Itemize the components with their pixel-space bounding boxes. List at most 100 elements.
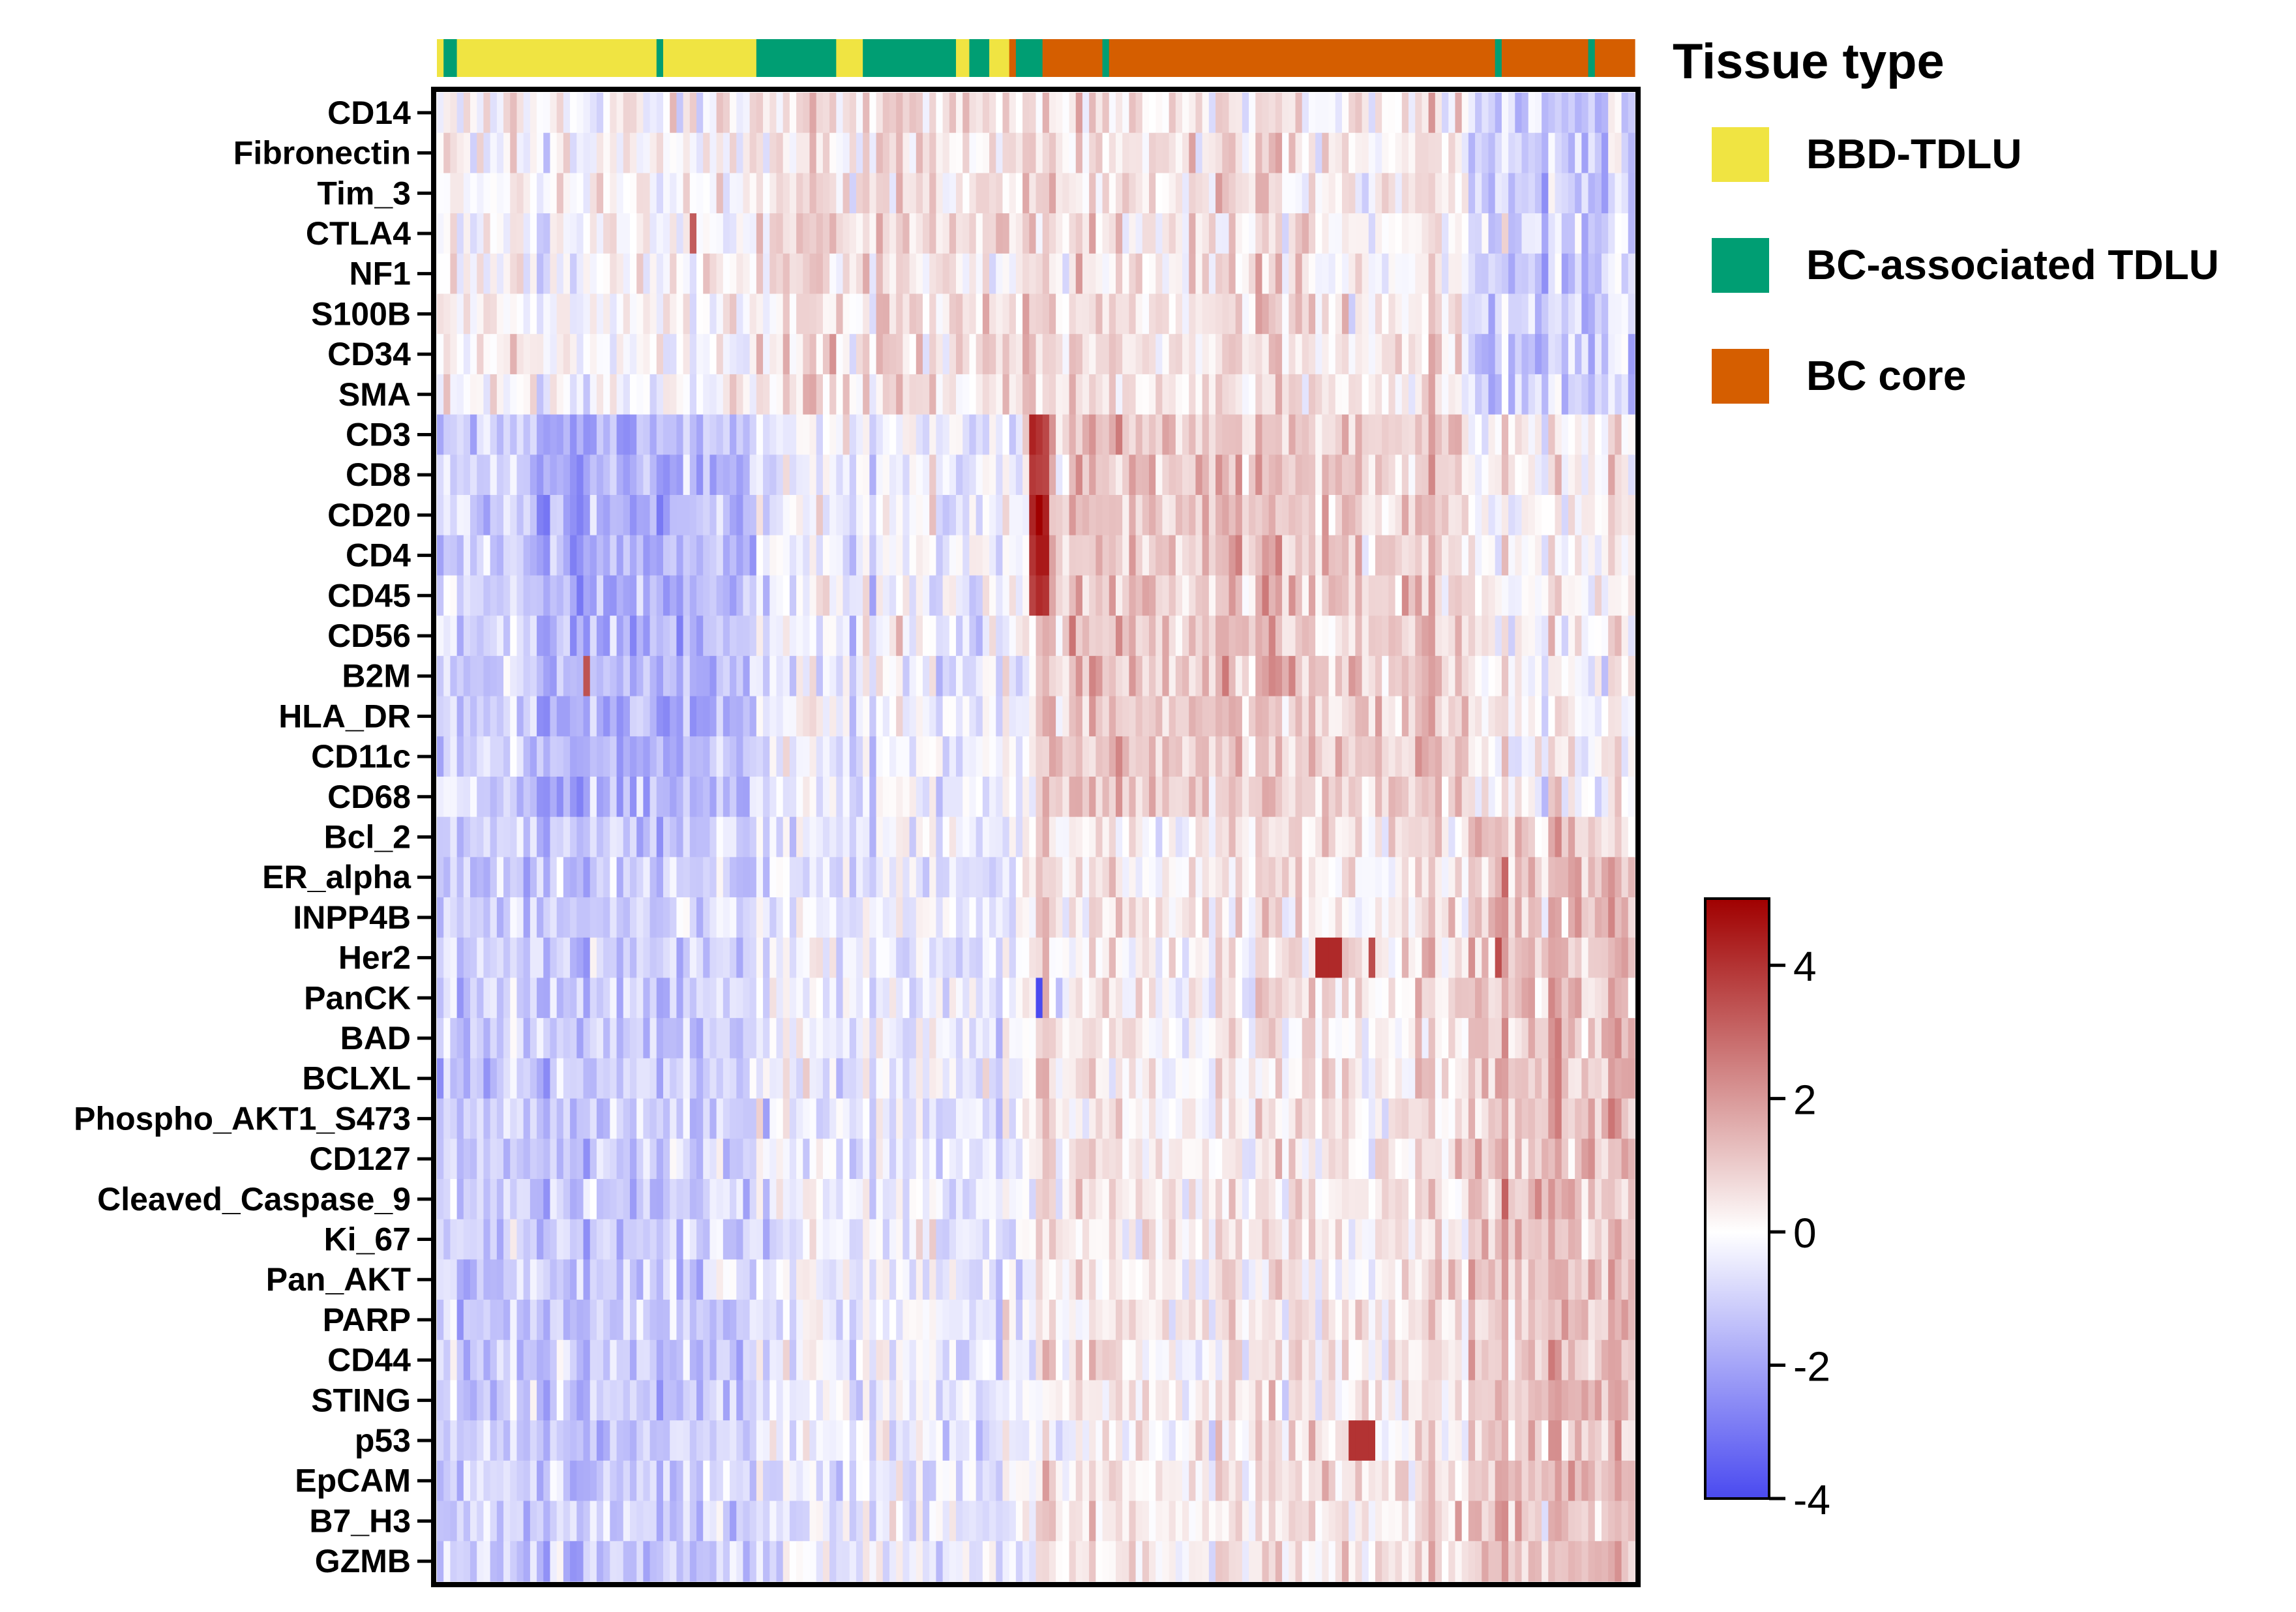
heatmap-cell xyxy=(1135,776,1143,818)
heatmap-cell xyxy=(756,213,764,254)
heatmap-cell xyxy=(616,655,624,697)
heatmap-cell xyxy=(537,293,544,335)
heatmap-cell xyxy=(1056,132,1063,173)
heatmap-cell xyxy=(769,736,777,777)
heatmap-cell xyxy=(1628,535,1635,576)
heatmap-cell xyxy=(1015,897,1023,938)
heatmap-cell xyxy=(656,293,664,335)
heatmap-cell xyxy=(809,293,817,335)
heatmap-cell xyxy=(936,334,944,375)
heatmap-cell xyxy=(1235,334,1243,375)
heatmap-cell xyxy=(550,334,558,375)
heatmap-cell xyxy=(663,1018,670,1059)
heatmap-cell xyxy=(589,776,597,818)
heatmap-cell xyxy=(1229,696,1236,737)
heatmap-cell xyxy=(589,816,597,858)
heatmap-cell xyxy=(1341,334,1349,375)
heatmap-cell xyxy=(583,1139,591,1180)
heatmap-cell xyxy=(1002,616,1010,657)
heatmap-cell xyxy=(842,374,850,415)
heatmap-cell xyxy=(982,857,990,898)
heatmap-cell xyxy=(1401,334,1409,375)
heatmap-cell xyxy=(1189,857,1197,898)
heatmap-cell xyxy=(623,696,631,737)
heatmap-cell xyxy=(1621,978,1629,1019)
heatmap-cell xyxy=(1195,293,1203,335)
heatmap-cell xyxy=(456,655,464,697)
heatmap-cell xyxy=(696,455,704,496)
heatmap-cell xyxy=(769,213,777,254)
heatmap-cell xyxy=(996,455,1004,496)
heatmap-cell xyxy=(1135,897,1143,938)
heatmap-cell xyxy=(1521,93,1529,134)
heatmap-cell xyxy=(1222,816,1230,858)
heatmap-cell xyxy=(1501,575,1509,616)
heatmap-cell xyxy=(529,857,537,898)
heatmap-cell xyxy=(849,253,857,295)
heatmap-cell xyxy=(969,414,977,455)
heatmap-cell xyxy=(1508,1098,1515,1139)
heatmap-cell xyxy=(589,213,597,254)
heatmap-cell xyxy=(842,1098,850,1139)
heatmap-cell xyxy=(849,1178,857,1220)
heatmap-cell xyxy=(1415,816,1423,858)
heatmap-cell xyxy=(1615,132,1622,173)
heatmap-cell xyxy=(610,897,618,938)
heatmap-cell xyxy=(1202,132,1210,173)
heatmap-cell xyxy=(989,1098,996,1139)
heatmap-cell xyxy=(663,1178,670,1220)
heatmap-cell xyxy=(689,857,697,898)
heatmap-cell xyxy=(1568,173,1575,214)
heatmap-cell xyxy=(1102,736,1110,777)
heatmap-cell xyxy=(610,535,618,576)
heatmap-cell xyxy=(1009,455,1017,496)
heatmap-cell xyxy=(942,1178,950,1220)
heatmap-cell xyxy=(1089,535,1096,576)
heatmap-cell xyxy=(463,616,471,657)
heatmap-cell xyxy=(1349,575,1356,616)
heatmap-cell xyxy=(1515,93,1523,134)
heatmap-cell xyxy=(1175,816,1183,858)
heatmap-cell xyxy=(463,776,471,818)
heatmap-cell xyxy=(576,93,584,134)
heatmap-cell xyxy=(1235,1139,1243,1180)
heatmap-cell xyxy=(1315,1018,1322,1059)
heatmap-cell xyxy=(942,1058,950,1099)
heatmap-cell xyxy=(796,1178,803,1220)
heatmap-cell xyxy=(1542,535,1549,576)
heatmap-cell xyxy=(437,696,444,737)
heatmap-cell xyxy=(1222,937,1230,979)
heatmap-cell xyxy=(1215,414,1223,455)
heatmap-cell xyxy=(836,1018,844,1059)
heatmap-cell xyxy=(1056,1058,1063,1099)
heatmap-cell xyxy=(809,132,817,173)
heatmap-cell xyxy=(1255,1058,1263,1099)
heatmap-cell xyxy=(1482,535,1489,576)
heatmap-cell xyxy=(1162,616,1170,657)
heatmap-cell xyxy=(1428,334,1436,375)
heatmap-cell xyxy=(929,1058,937,1099)
heatmap-cell xyxy=(889,253,897,295)
heatmap-cell xyxy=(456,736,464,777)
heatmap-cell xyxy=(896,937,903,979)
heatmap-cell xyxy=(1268,575,1276,616)
heatmap-cell xyxy=(1308,978,1316,1019)
heatmap-cell xyxy=(610,293,618,335)
heatmap-cell xyxy=(1468,253,1476,295)
heatmap-cell xyxy=(783,736,790,777)
heatmap-cell xyxy=(1508,334,1515,375)
heatmap-cell xyxy=(769,776,777,818)
heatmap-cell xyxy=(796,93,803,134)
heatmap-cell xyxy=(683,334,691,375)
heatmap-cell xyxy=(623,736,631,777)
heatmap-cell xyxy=(1515,736,1523,777)
heatmap-cell xyxy=(1534,93,1542,134)
heatmap-cell xyxy=(1275,857,1283,898)
heatmap-cell xyxy=(570,1058,577,1099)
heatmap-cell xyxy=(1175,495,1183,536)
heatmap-cell xyxy=(1042,414,1050,455)
heatmap-cell xyxy=(749,455,757,496)
heatmap-cell xyxy=(1561,776,1569,818)
heatmap-cell xyxy=(1442,937,1449,979)
heatmap-cell xyxy=(1409,535,1416,576)
